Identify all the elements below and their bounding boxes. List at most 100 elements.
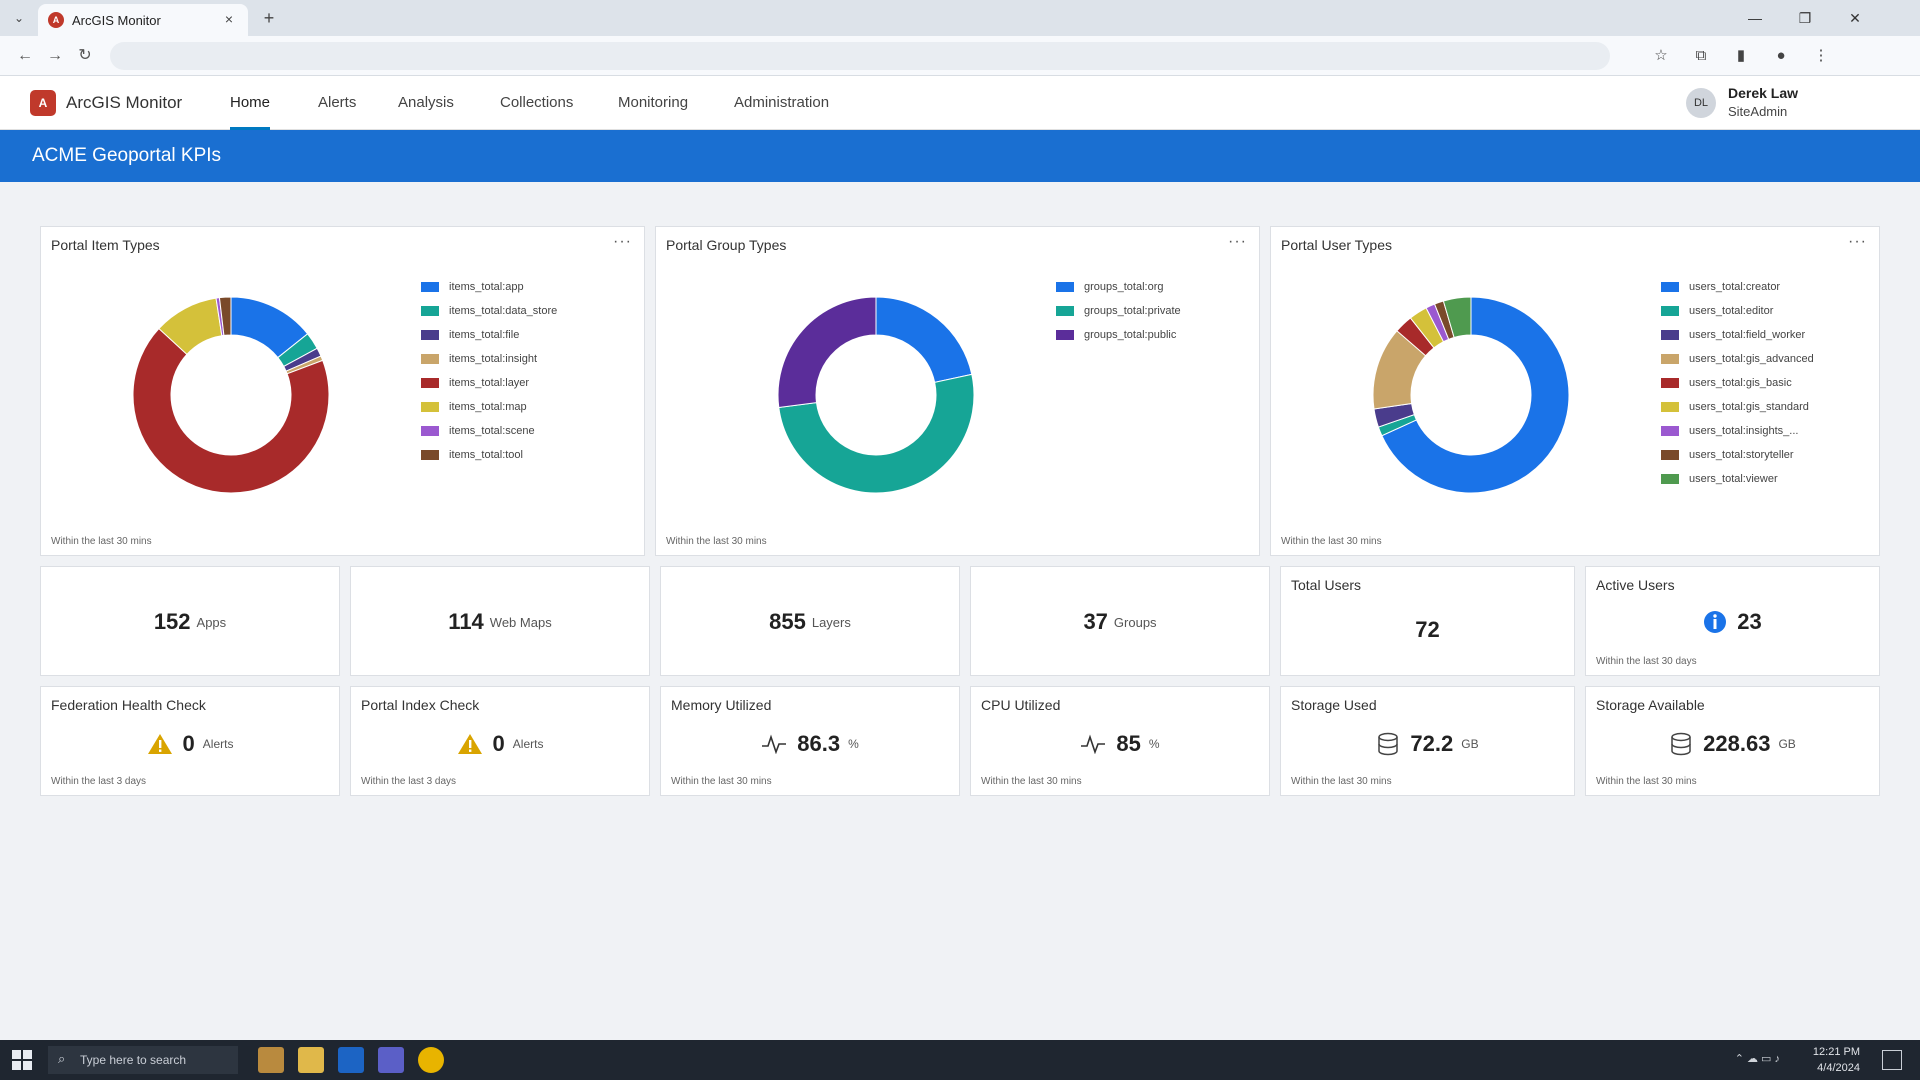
donut-slice-groups-total-private[interactable]	[778, 373, 975, 494]
donut-slice-items-total-layer[interactable]	[132, 327, 330, 494]
nav-home[interactable]: Home	[230, 94, 271, 130]
active-users-kpi-card[interactable]: Active Users 23 Within the last 30 days	[1585, 566, 1880, 676]
legend-item[interactable]: items_total:map	[421, 395, 557, 419]
back-icon[interactable]: ←	[17, 47, 33, 64]
donut-slice-groups-total-public[interactable]	[777, 296, 877, 409]
card-footer: Within the last 30 days	[1596, 656, 1697, 667]
legend-item[interactable]: items_total:file	[421, 323, 557, 347]
donut-slice-users-total-creator[interactable]	[1381, 296, 1570, 494]
nav-administration[interactable]: Administration	[734, 94, 830, 111]
card-footer: Within the last 30 mins	[1291, 776, 1392, 787]
taskbar-outlook-icon[interactable]	[338, 1047, 364, 1073]
card-menu-icon[interactable]: ···	[1228, 233, 1247, 250]
taskbar-search[interactable]: ⌕ Type here to search	[48, 1046, 238, 1074]
legend-swatch	[1661, 450, 1679, 460]
storage-available-card[interactable]: Storage Available 228.63 GB Within the l…	[1585, 686, 1880, 796]
legend-item[interactable]: users_total:gis_advanced	[1661, 347, 1814, 371]
index-alert-label: Alerts	[512, 737, 544, 751]
legend-swatch	[421, 450, 439, 460]
federation-health-card[interactable]: Federation Health Check 0 Alerts Within …	[40, 686, 340, 796]
legend-item[interactable]: users_total:insights_...	[1661, 419, 1814, 443]
browser-tabbar: ⌄ A ArcGIS Monitor × + — ❐ ✕	[0, 0, 1920, 36]
legend-label: users_total:storyteller	[1689, 449, 1794, 461]
groups-kpi-card[interactable]: 37 Groups	[970, 566, 1270, 676]
browser-tab-arcgis[interactable]: A ArcGIS Monitor ×	[38, 4, 248, 36]
donut-slice-items-total-tool[interactable]	[218, 296, 232, 336]
legend-item[interactable]: users_total:storyteller	[1661, 443, 1814, 467]
legend-item[interactable]: users_total:editor	[1661, 299, 1814, 323]
legend-item[interactable]: items_total:tool	[421, 443, 557, 467]
storage-available-value: 228.63	[1703, 731, 1771, 756]
reload-icon[interactable]: ↻	[78, 47, 92, 64]
legend-item[interactable]: groups_total:private	[1056, 299, 1181, 323]
bookmark-star-icon[interactable]: ☆	[1654, 47, 1668, 64]
portal-index-check-card[interactable]: Portal Index Check 0 Alerts Within the l…	[350, 686, 650, 796]
webmaps-count: 114	[448, 609, 484, 634]
legend-item[interactable]: users_total:gis_standard	[1661, 395, 1814, 419]
dashboard-banner: ACME Geoportal KPIs	[0, 130, 1920, 182]
legend-swatch	[421, 282, 439, 292]
legend-item[interactable]: users_total:creator	[1661, 275, 1814, 299]
legend-item[interactable]: groups_total:org	[1056, 275, 1181, 299]
browser-menu-icon[interactable]: ⋮	[1813, 47, 1829, 64]
side-panel-icon[interactable]: ▮	[1736, 47, 1746, 64]
legend-swatch	[421, 354, 439, 364]
new-tab-button[interactable]: +	[263, 8, 275, 28]
windows-start-icon[interactable]	[12, 1050, 32, 1070]
restore-button[interactable]: ❐	[1798, 10, 1812, 26]
donut-slice-groups-total-org[interactable]	[875, 296, 973, 383]
portal-group-types-card: Portal Group Types ··· groups_total:org g…	[655, 226, 1260, 556]
legend-swatch	[1661, 402, 1679, 412]
nav-analysis[interactable]: Analysis	[398, 94, 454, 111]
forward-icon[interactable]: →	[47, 47, 63, 64]
legend-swatch	[421, 306, 439, 316]
notification-center-icon[interactable]	[1882, 1050, 1902, 1070]
profile-icon[interactable]: ●	[1776, 47, 1786, 64]
close-window-button[interactable]: ✕	[1849, 10, 1861, 26]
memory-utilized-card[interactable]: Memory Utilized 86.3 % Within the last 3…	[660, 686, 960, 796]
storage-used-card[interactable]: Storage Used 72.2 GB Within the last 30 …	[1280, 686, 1575, 796]
groups-label: Groups	[1113, 614, 1157, 630]
user-name[interactable]: Derek Law	[1728, 85, 1799, 101]
apps-kpi-card[interactable]: 152 Apps	[40, 566, 340, 676]
card-title: Portal Index Check	[361, 697, 480, 713]
arcgis-logo-icon[interactable]: A	[30, 90, 56, 116]
webmaps-kpi-card[interactable]: 114 Web Maps	[350, 566, 650, 676]
extensions-icon[interactable]: ⧉	[1695, 47, 1707, 64]
layers-kpi-card[interactable]: 855 Layers	[660, 566, 960, 676]
taskbar-chrome-icon[interactable]	[418, 1047, 444, 1073]
legend-label: users_total:editor	[1689, 305, 1774, 317]
donut-slice-users-total-viewer[interactable]	[1442, 296, 1472, 339]
legend-swatch	[1661, 426, 1679, 436]
system-clock[interactable]: 12:21 PM 4/4/2024	[1813, 1044, 1860, 1076]
legend-item[interactable]: items_total:insight	[421, 347, 557, 371]
nav-alerts[interactable]: Alerts	[318, 94, 357, 111]
user-avatar[interactable]: DL	[1686, 88, 1716, 118]
legend-item[interactable]: users_total:gis_basic	[1661, 371, 1814, 395]
card-menu-icon[interactable]: ···	[613, 233, 632, 250]
app-name[interactable]: ArcGIS Monitor	[66, 93, 183, 112]
legend-item[interactable]: users_total:viewer	[1661, 467, 1814, 491]
legend-item[interactable]: groups_total:public	[1056, 323, 1181, 347]
legend-item[interactable]: items_total:layer	[421, 371, 557, 395]
card-menu-icon[interactable]: ···	[1848, 233, 1867, 250]
legend-item[interactable]: users_total:field_worker	[1661, 323, 1814, 347]
legend-item[interactable]: items_total:app	[421, 275, 557, 299]
nav-monitoring[interactable]: Monitoring	[618, 94, 689, 111]
legend-label: users_total:insights_...	[1689, 425, 1799, 437]
legend-item[interactable]: items_total:scene	[421, 419, 557, 443]
taskbar-briefcase-icon[interactable]	[258, 1047, 284, 1073]
address-bar[interactable]	[110, 42, 1610, 70]
legend-item[interactable]: items_total:data_store	[421, 299, 557, 323]
group-types-legend: groups_total:org groups_total:private grou…	[1056, 275, 1181, 347]
nav-collections[interactable]: Collections	[500, 94, 574, 111]
system-tray-icons[interactable]: ⌃ ☁ ▭ ♪	[1734, 1053, 1780, 1065]
taskbar-teams-icon[interactable]	[378, 1047, 404, 1073]
cpu-utilized-card[interactable]: CPU Utilized 85 % Within the last 30 min…	[970, 686, 1270, 796]
cpu-unit: %	[1148, 737, 1160, 751]
tab-list-chevron-icon[interactable]: ⌄	[13, 11, 25, 25]
taskbar-file-explorer-icon[interactable]	[298, 1047, 324, 1073]
tab-close-icon[interactable]: ×	[224, 11, 234, 27]
minimize-button[interactable]: —	[1748, 10, 1762, 26]
total-users-kpi-card[interactable]: Total Users 72	[1280, 566, 1575, 676]
